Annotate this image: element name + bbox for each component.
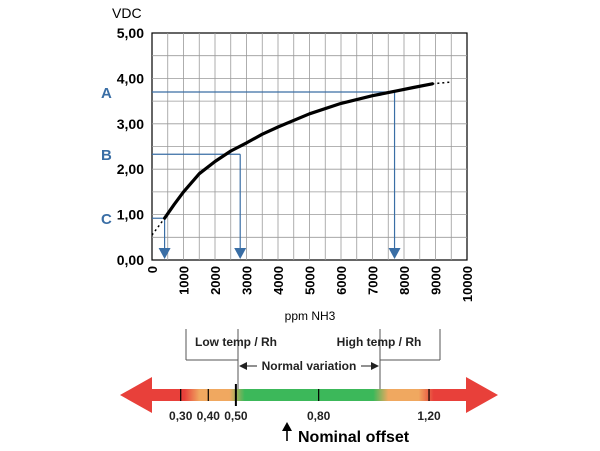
nominal-arrow-icon — [282, 422, 292, 431]
x-tick-label: 1000 — [177, 266, 192, 295]
normal-variation-left-arrowhead — [239, 362, 247, 370]
y-tick-label: 4,00 — [117, 70, 144, 86]
offset-tick-label: 0,80 — [307, 409, 331, 423]
offset-tick-label: 0,40 — [197, 409, 221, 423]
series-line — [163, 82, 434, 220]
guide-arrowhead-b — [234, 248, 247, 259]
y-tick-labels: 0,00 1,00 2,00 3,00 4,00 5,00 — [117, 25, 144, 268]
x-tick-labels: 0 1000 2000 3000 4000 5000 6000 7000 8000 9000 100… — [145, 266, 475, 302]
curve-layer — [151, 81, 452, 236]
x-tick-label: 9000 — [429, 266, 444, 295]
y-tick-label: 5,00 — [117, 25, 144, 41]
y-tick-label: 3,00 — [117, 116, 144, 132]
y-tick-label: 2,00 — [117, 161, 144, 177]
grid-lines — [152, 33, 467, 260]
normal-variation-label: Normal variation — [262, 359, 357, 373]
plot-area — [151, 32, 468, 261]
x-tick-label: 2000 — [208, 266, 223, 295]
series-extrapolation-low — [151, 217, 166, 236]
x-axis-label: ppm NH3 — [285, 309, 336, 323]
offset-tick-label: 1,20 — [417, 409, 441, 423]
x-tick-label: 0 — [145, 266, 160, 273]
series-extrapolation-high — [432, 81, 452, 85]
annotation-labels: A B C — [101, 85, 112, 228]
high-temp-label: High temp / Rh — [337, 335, 422, 349]
guide-arrowhead-a — [388, 248, 401, 259]
offset-scale-ticks: 0,30 0,40 0,50 0,80 1,20 — [169, 384, 441, 423]
annotation-label-c: C — [101, 211, 112, 228]
offset-range-bar — [120, 377, 498, 413]
x-tick-label: 3000 — [240, 266, 255, 295]
guide-arrowhead-c — [158, 248, 171, 259]
offset-tick-label: 0,50 — [224, 409, 248, 423]
x-tick-label: 8000 — [397, 266, 412, 295]
nominal-offset-label: Nominal offset — [298, 429, 410, 446]
x-tick-label: 7000 — [366, 266, 381, 295]
x-tick-label: 6000 — [334, 266, 349, 295]
offset-tick-label: 0,30 — [169, 409, 193, 423]
y-axis-label: VDC — [112, 5, 142, 21]
annotation-label-b: B — [101, 147, 112, 164]
x-tick-label: 4000 — [271, 266, 286, 295]
annotation-guides — [152, 91, 401, 259]
y-tick-label: 0,00 — [117, 252, 144, 268]
offset-scale: Low temp / Rh High temp / Rh Normal vari… — [120, 329, 498, 446]
x-tick-label: 5000 — [303, 266, 318, 295]
low-temp-label: Low temp / Rh — [195, 335, 277, 349]
y-tick-label: 1,00 — [117, 207, 144, 223]
normal-variation-right-arrowhead — [371, 362, 379, 370]
normal-variation-label-bg — [257, 358, 361, 373]
annotation-label-a: A — [101, 85, 112, 102]
x-tick-label: 10000 — [460, 266, 475, 302]
